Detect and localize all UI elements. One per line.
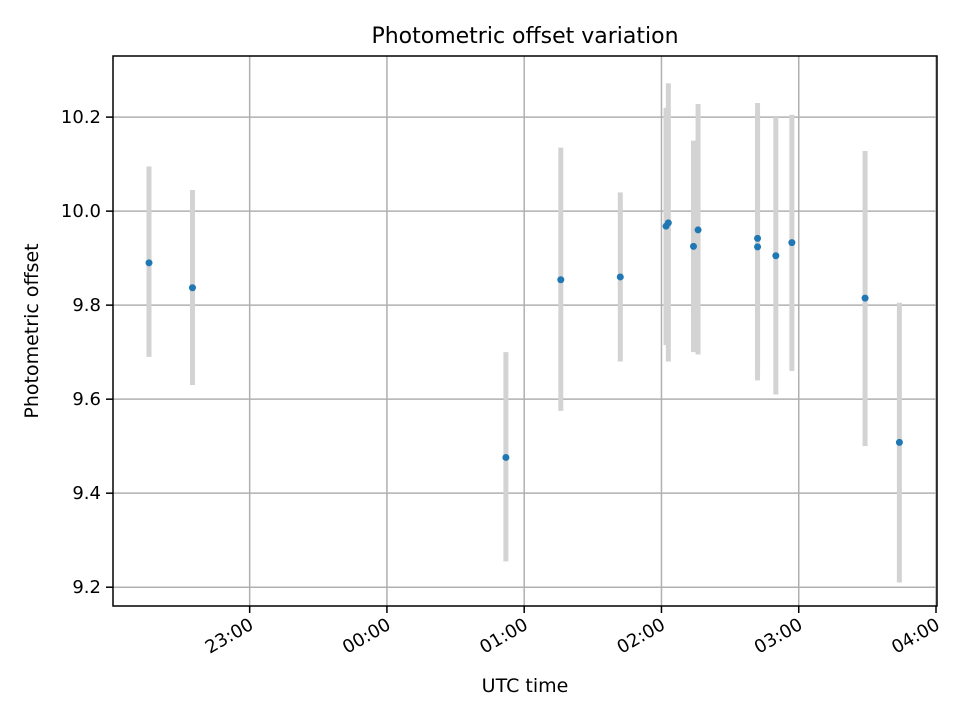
y-tick-label: 9.8 <box>72 295 101 316</box>
grid-lines <box>113 56 937 606</box>
data-point <box>788 239 796 247</box>
data-point <box>754 243 762 251</box>
y-tick-label: 10.2 <box>61 107 101 128</box>
data-point <box>895 438 903 446</box>
plot-frame <box>112 55 938 607</box>
y-axis-label: Photometric offset <box>21 243 43 418</box>
y-tick-label: 10.0 <box>61 201 101 222</box>
chart-title: Photometric offset variation <box>371 24 678 49</box>
data-points <box>145 219 903 461</box>
data-point <box>694 226 702 234</box>
data-point <box>188 284 196 292</box>
data-point <box>772 252 780 260</box>
y-tick-label: 9.6 <box>72 389 101 410</box>
data-point <box>557 276 565 284</box>
x-axis-label: UTC time <box>482 675 569 697</box>
y-tick-label: 9.4 <box>72 483 101 504</box>
y-tick-label: 9.2 <box>72 577 101 598</box>
data-point <box>754 234 762 242</box>
data-point <box>664 219 672 227</box>
data-point <box>689 242 697 250</box>
y-axis-ticks: 9.2 9.4 9.6 9.8 10.0 10.2 <box>61 107 113 598</box>
data-point <box>502 453 510 461</box>
data-point <box>616 273 624 281</box>
data-point <box>861 294 869 302</box>
data-point <box>145 259 153 267</box>
